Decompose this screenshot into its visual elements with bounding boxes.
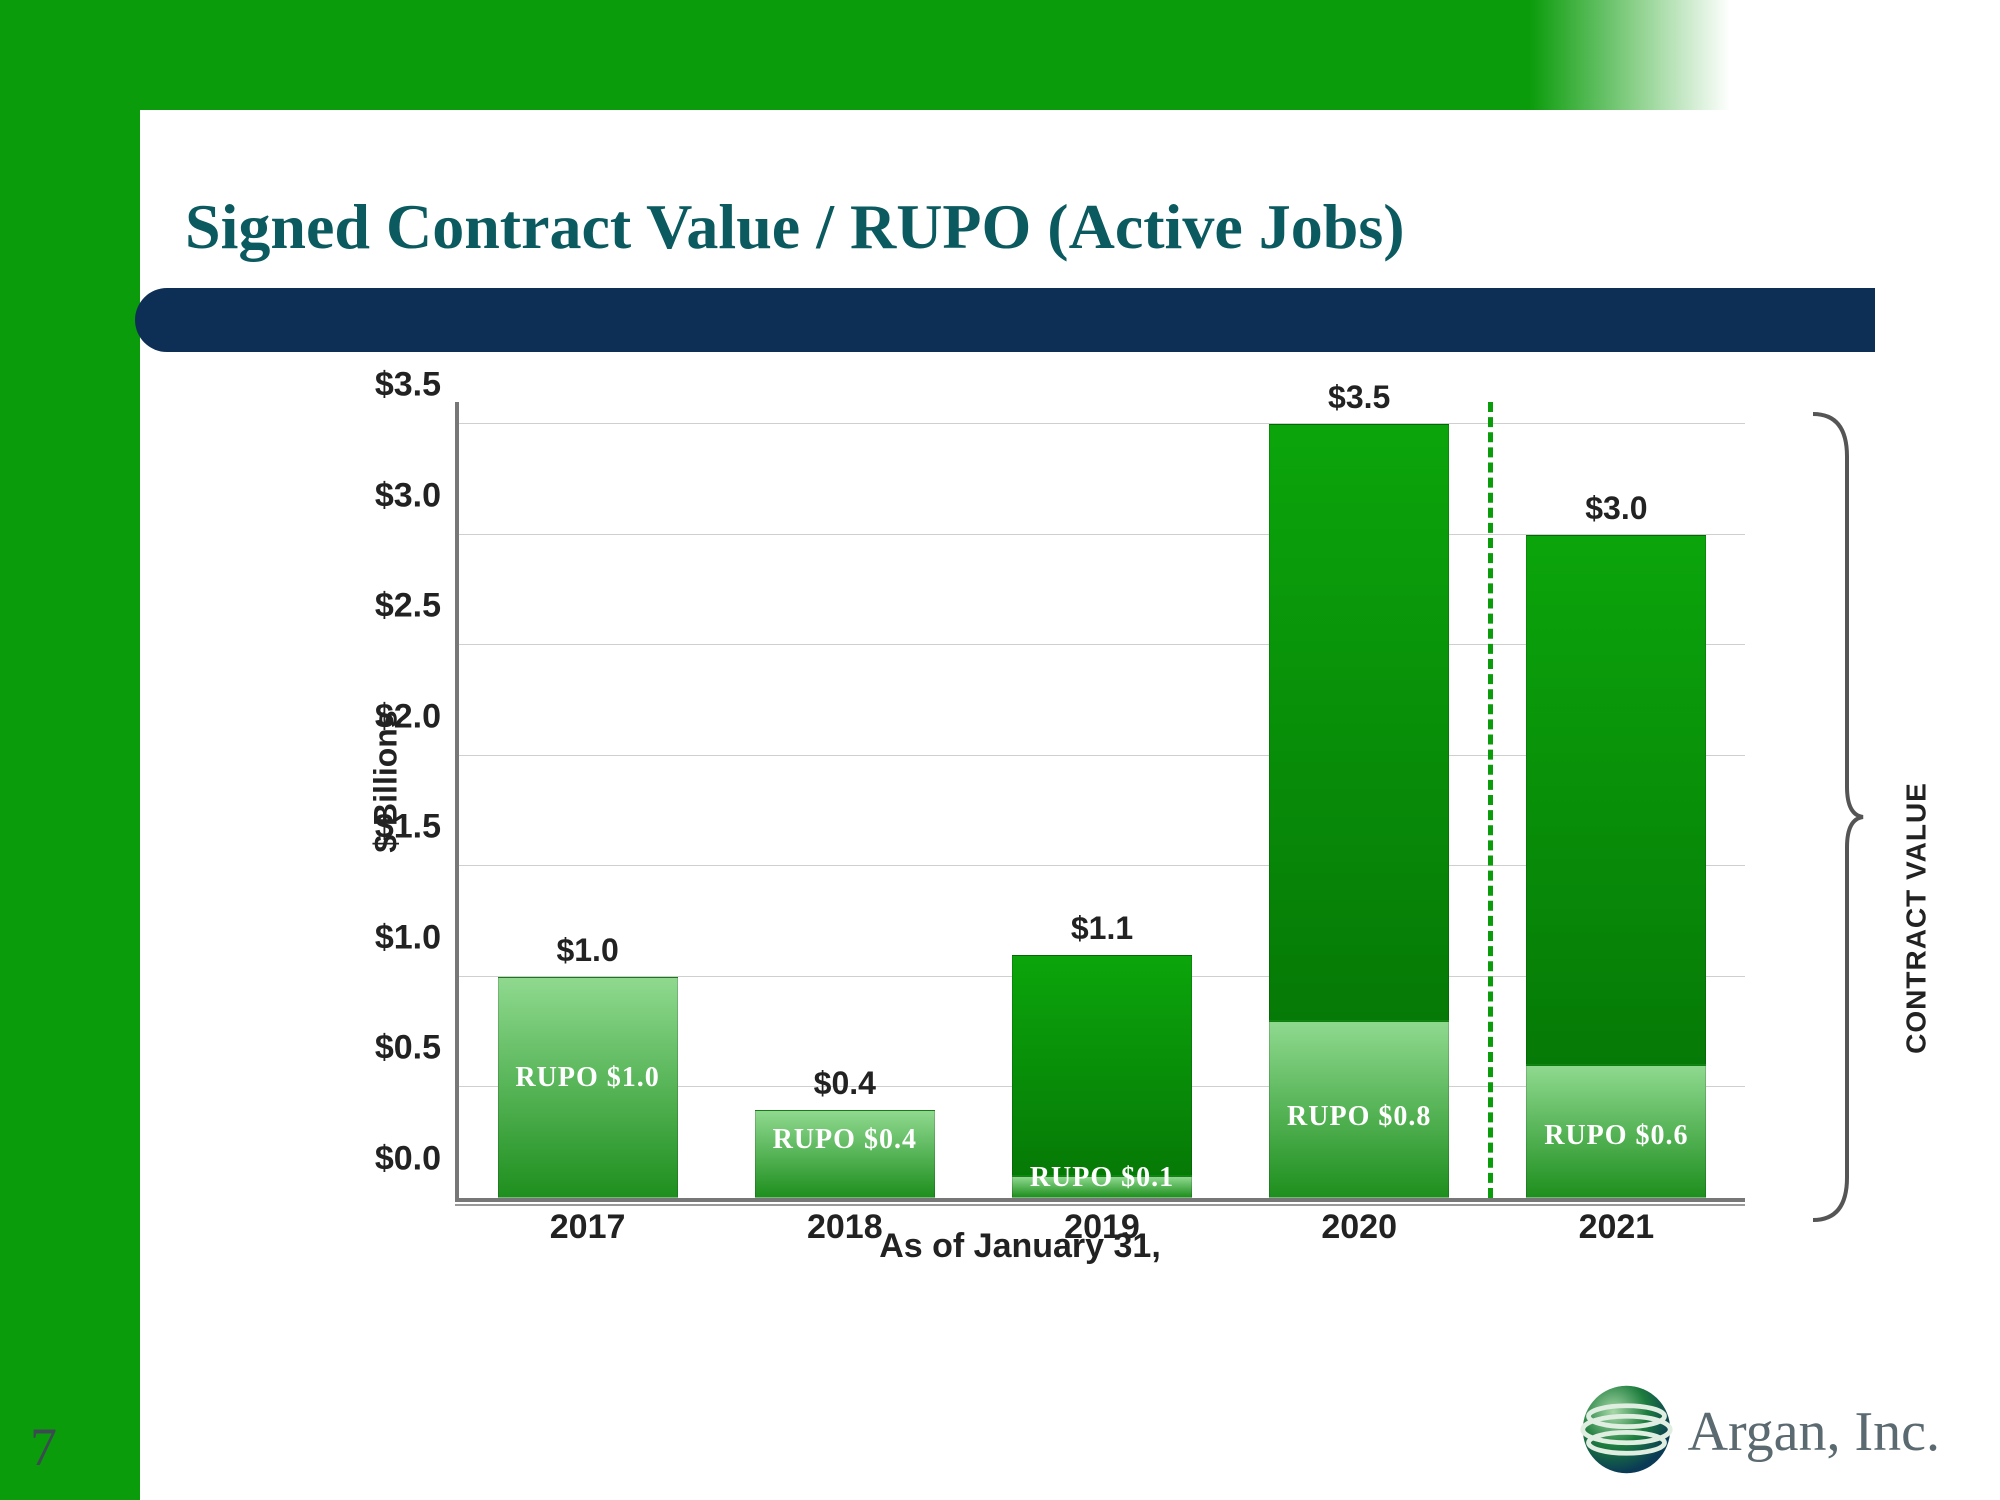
underline-bar bbox=[235, 288, 1875, 352]
bg-top-bar bbox=[0, 0, 1530, 110]
rupo-value-label: RUPO $0.4 bbox=[773, 1124, 917, 1156]
bar-value-label: $1.1 bbox=[1071, 910, 1133, 947]
page-number: 7 bbox=[30, 1416, 57, 1478]
x-axis-line bbox=[455, 1204, 1745, 1206]
y-tick-label: $2.0 bbox=[375, 697, 459, 736]
y-tick-label: $0.5 bbox=[375, 1029, 459, 1068]
y-tick-label: $1.0 bbox=[375, 918, 459, 957]
rupo-value-label: RUPO $0.1 bbox=[1030, 1162, 1174, 1194]
bg-left-bar bbox=[0, 0, 140, 1500]
bar-group: RUPO $0.6$3.0 bbox=[1526, 535, 1706, 1198]
rupo-value-label: RUPO $0.6 bbox=[1544, 1120, 1688, 1152]
y-tick-label: $0.0 bbox=[375, 1140, 459, 1179]
y-tick-label: $2.5 bbox=[375, 587, 459, 626]
right-brace bbox=[1805, 412, 1865, 1222]
right-axis-label: CONTRACT VALUE bbox=[1901, 782, 1933, 1054]
page-title: Signed Contract Value / RUPO (Active Job… bbox=[175, 160, 1875, 288]
rupo-value-label: RUPO $1.0 bbox=[515, 1062, 659, 1094]
bar-value-label: $3.0 bbox=[1585, 490, 1647, 527]
bar-value-label: $0.4 bbox=[814, 1065, 876, 1102]
grid-line bbox=[459, 423, 1745, 424]
brand-logo: Argan, Inc. bbox=[1579, 1382, 1940, 1482]
brand-name: Argan, Inc. bbox=[1688, 1400, 1940, 1464]
bar-segment-top bbox=[1526, 535, 1706, 1066]
rupo-value-label: RUPO $0.8 bbox=[1287, 1101, 1431, 1133]
bar-segment-top bbox=[1012, 955, 1192, 1176]
content-card: Signed Contract Value / RUPO (Active Job… bbox=[175, 160, 1875, 1400]
bar-group: RUPO $0.4$0.4 bbox=[755, 1110, 935, 1198]
x-axis-title: As of January 31, bbox=[879, 1227, 1161, 1266]
globe-icon bbox=[1579, 1382, 1674, 1482]
bar-group: RUPO $0.1$1.1 bbox=[1012, 955, 1192, 1198]
bar-value-label: $1.0 bbox=[556, 932, 618, 969]
y-tick-label: $1.5 bbox=[375, 808, 459, 847]
bg-top-fade bbox=[1530, 0, 1730, 110]
chart: $ Billions $0.0$0.5$1.0$1.5$2.0$2.5$3.0$… bbox=[295, 402, 1745, 1262]
bar-group: RUPO $0.8$3.5 bbox=[1269, 424, 1449, 1198]
bar-value-label: $3.5 bbox=[1328, 379, 1390, 416]
bar-group: RUPO $1.0$1.0 bbox=[498, 977, 678, 1198]
title-underline bbox=[175, 288, 1875, 352]
slide: Signed Contract Value / RUPO (Active Job… bbox=[0, 0, 2000, 1500]
plot-area: $0.0$0.5$1.0$1.5$2.0$2.5$3.0$3.5RUPO $1.… bbox=[455, 402, 1745, 1202]
chart-container: $ Billions $0.0$0.5$1.0$1.5$2.0$2.5$3.0$… bbox=[175, 382, 1875, 1382]
y-tick-label: $3.0 bbox=[375, 476, 459, 515]
y-tick-label: $3.5 bbox=[375, 366, 459, 405]
bar-segment-top bbox=[1269, 424, 1449, 1021]
separator-line bbox=[1488, 402, 1493, 1198]
